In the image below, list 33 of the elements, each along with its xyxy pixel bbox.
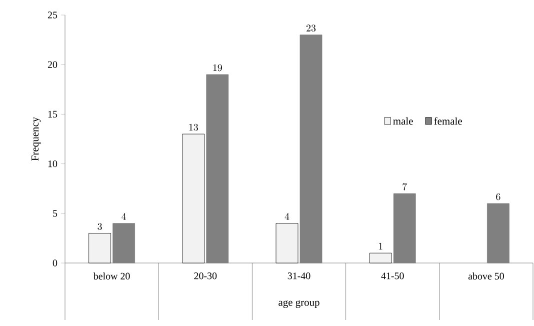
y-axis-title: Frequency — [32, 116, 41, 161]
y-tick-label: 10 — [48, 160, 58, 168]
data-label: 1 — [379, 242, 382, 250]
data-label: 3 — [98, 223, 102, 230]
y-tick-label: 15 — [48, 110, 58, 118]
x-tick-label: 31-40 — [288, 272, 310, 280]
data-label: 19 — [213, 64, 222, 72]
x-tick-label: above 50 — [468, 272, 504, 280]
data-label: 23 — [306, 24, 316, 32]
legend-label: female — [434, 117, 462, 125]
bar — [369, 252, 392, 264]
data-label: 7 — [402, 183, 407, 190]
bar — [182, 134, 205, 264]
bar — [206, 74, 229, 264]
bar — [276, 223, 298, 264]
data-label: 4 — [284, 213, 290, 220]
x-tick-label: 41-50 — [381, 272, 404, 280]
data-label: 4 — [122, 213, 126, 220]
bar — [300, 34, 322, 264]
bar — [487, 203, 510, 264]
y-tick-label: 25 — [48, 12, 58, 18]
y-tick-label: 0 — [52, 260, 58, 266]
data-label: 6 — [496, 193, 500, 200]
bar — [112, 223, 135, 264]
data-label: 13 — [189, 124, 198, 131]
x-axis-title: age group — [278, 300, 320, 308]
y-tick-label: 20 — [48, 61, 58, 68]
bar — [393, 193, 416, 264]
legend-label: male — [393, 117, 413, 125]
x-tick-label: below 20 — [93, 272, 130, 280]
bar — [88, 233, 111, 264]
x-tick-label: 20-30 — [194, 272, 217, 280]
y-tick-label: 5 — [53, 210, 58, 217]
